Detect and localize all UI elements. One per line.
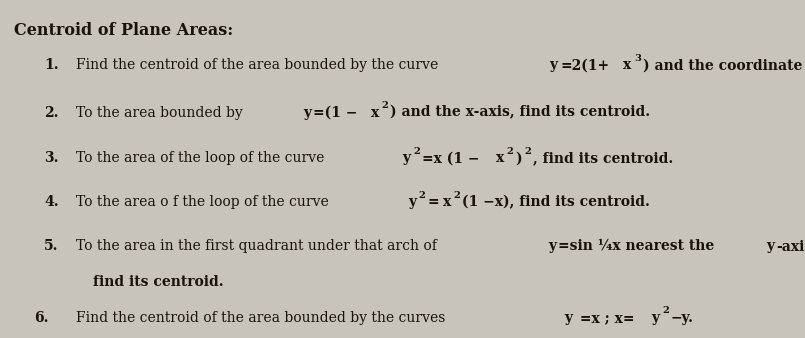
Text: ) and the x-axis, find its centroid.: ) and the x-axis, find its centroid. — [390, 105, 650, 120]
Text: 2: 2 — [382, 101, 388, 110]
Text: find its centroid.: find its centroid. — [93, 274, 223, 289]
Text: To the area bounded by: To the area bounded by — [76, 105, 252, 120]
Text: x: x — [623, 58, 632, 72]
Text: −y.: −y. — [671, 311, 694, 325]
Text: , find its centroid.: , find its centroid. — [533, 151, 673, 165]
Text: ): ) — [516, 151, 522, 165]
Text: =sin ¼x nearest the: =sin ¼x nearest the — [558, 239, 720, 253]
Text: 2: 2 — [507, 147, 514, 156]
Text: =: = — [427, 195, 440, 209]
Text: x: x — [443, 195, 451, 209]
Text: Find the centroid of the area bounded by the curve: Find the centroid of the area bounded by… — [76, 58, 443, 72]
Text: x: x — [496, 151, 505, 165]
Text: (1 −x), find its centroid.: (1 −x), find its centroid. — [462, 195, 650, 209]
Text: y: y — [547, 239, 556, 253]
Text: y: y — [408, 195, 416, 209]
Text: y: y — [766, 239, 774, 253]
Text: To the area o f the loop of the curve: To the area o f the loop of the curve — [76, 195, 333, 209]
Text: y: y — [303, 105, 311, 120]
Text: To the area in the first quadrant under that arch of: To the area in the first quadrant under … — [76, 239, 442, 253]
Text: Centroid of Plane Areas:: Centroid of Plane Areas: — [14, 22, 233, 39]
Text: =2(1+: =2(1+ — [560, 58, 609, 72]
Text: y: y — [564, 311, 572, 325]
Text: ) and the coordinate axes.: ) and the coordinate axes. — [643, 58, 805, 72]
Text: =(1 −: =(1 − — [313, 105, 357, 120]
Text: y: y — [550, 58, 558, 72]
Text: 2: 2 — [453, 191, 460, 200]
Text: y: y — [651, 311, 660, 325]
Text: =x (1 −: =x (1 − — [422, 151, 480, 165]
Text: Find the centroid of the area bounded by the curves: Find the centroid of the area bounded by… — [76, 311, 455, 325]
Text: -axis,: -axis, — [777, 239, 805, 253]
Text: 6.: 6. — [34, 311, 48, 325]
Text: y: y — [402, 151, 411, 165]
Text: 3: 3 — [634, 54, 641, 63]
Text: 2: 2 — [419, 191, 426, 200]
Text: 2.: 2. — [44, 105, 59, 120]
Text: 3.: 3. — [44, 151, 59, 165]
Text: 4.: 4. — [44, 195, 59, 209]
Text: =x ; x=: =x ; x= — [575, 311, 634, 325]
Text: 1.: 1. — [44, 58, 59, 72]
Text: 2: 2 — [524, 147, 531, 156]
Text: x: x — [370, 105, 379, 120]
Text: 2: 2 — [663, 306, 669, 315]
Text: To the area of the loop of the curve: To the area of the loop of the curve — [76, 151, 329, 165]
Text: 5.: 5. — [44, 239, 59, 253]
Text: 2: 2 — [413, 147, 420, 156]
